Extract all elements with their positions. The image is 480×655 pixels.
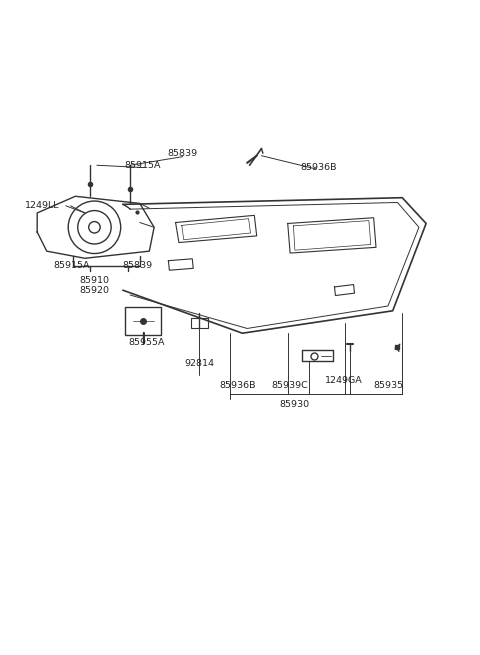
Text: 85915A: 85915A	[124, 160, 160, 170]
Text: 1249LL: 1249LL	[24, 201, 59, 210]
Text: 1249GA: 1249GA	[325, 377, 363, 385]
Text: 85839: 85839	[122, 261, 153, 270]
Text: 85935: 85935	[373, 381, 403, 390]
Text: 85939C: 85939C	[272, 381, 309, 390]
Text: 85910: 85910	[80, 276, 109, 285]
Text: 85936B: 85936B	[300, 163, 337, 172]
Text: 85936B: 85936B	[219, 381, 256, 390]
Text: 85930: 85930	[280, 400, 310, 409]
Text: 85955A: 85955A	[129, 338, 165, 347]
Text: 85839: 85839	[168, 149, 198, 158]
FancyBboxPatch shape	[192, 318, 207, 328]
Text: 92814: 92814	[184, 359, 215, 368]
Text: 85920: 85920	[80, 286, 109, 295]
Text: 85915A: 85915A	[54, 261, 90, 270]
FancyBboxPatch shape	[125, 307, 161, 335]
